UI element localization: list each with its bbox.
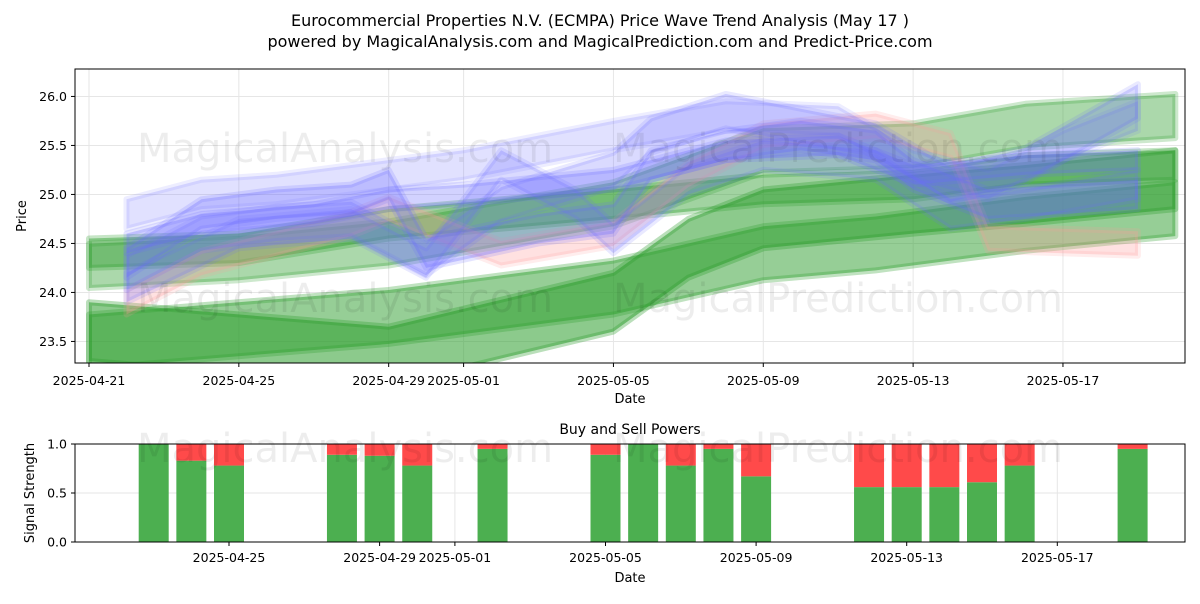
signal-y-tick-label: 1.0 bbox=[47, 437, 67, 452]
watermark-prediction-2: MagicalPrediction.com bbox=[613, 276, 1063, 322]
buy-bar bbox=[590, 454, 621, 542]
signal-x-tick-label: 2025-05-09 bbox=[720, 550, 793, 565]
price-y-tick-label: 25.5 bbox=[39, 138, 67, 153]
price-x-tick-label: 2025-04-25 bbox=[203, 373, 276, 388]
buy-bar bbox=[741, 476, 772, 542]
sell-bar bbox=[364, 444, 395, 456]
buy-bar bbox=[477, 448, 508, 542]
buy-bar bbox=[214, 465, 244, 542]
buy-bar bbox=[891, 487, 922, 542]
price-x-axis-label: Date bbox=[614, 392, 645, 407]
buy-bar bbox=[1004, 465, 1035, 542]
signal-x-tick-label: 2025-05-17 bbox=[1021, 550, 1094, 565]
price-band-red-4 bbox=[123, 110, 1141, 318]
signal-x-tick-label: 2025-05-05 bbox=[569, 550, 642, 565]
price-axes: 2025-04-21 2025-04-25 2025-04-29 2025-05-01… bbox=[39, 89, 1099, 388]
buy-bar bbox=[138, 444, 169, 542]
price-plot-frame bbox=[74, 68, 1186, 364]
watermark-analysis-2: MagicalAnalysis.com bbox=[137, 276, 553, 322]
price-y-tick-label: 23.5 bbox=[39, 334, 67, 349]
price-x-tick-label: 2025-04-29 bbox=[352, 373, 425, 388]
sell-bar bbox=[214, 444, 244, 466]
buy-bar bbox=[402, 465, 433, 542]
price-band-green-1 bbox=[86, 147, 1179, 363]
price-band-blue-9 bbox=[123, 132, 1141, 257]
signal-x-axis-label: Date bbox=[614, 571, 645, 586]
price-grid bbox=[75, 69, 1185, 363]
sell-bar bbox=[854, 444, 885, 488]
sell-bar bbox=[741, 444, 772, 477]
sell-bar bbox=[176, 444, 207, 461]
sell-bar bbox=[1117, 444, 1148, 449]
price-band-blue-6 bbox=[123, 81, 1141, 293]
price-y-axis-label: Price bbox=[15, 200, 30, 232]
buy-bar bbox=[929, 487, 960, 542]
watermark-prediction: MagicalPrediction.com bbox=[613, 126, 1063, 172]
price-band-blue-5 bbox=[123, 117, 1141, 281]
price-x-tick-label: 2025-05-09 bbox=[727, 373, 800, 388]
buy-bar bbox=[176, 460, 207, 542]
signal-x-tick-label: 2025-05-13 bbox=[870, 550, 943, 565]
buy-bar bbox=[1117, 448, 1148, 542]
price-x-tick-label: 2025-05-01 bbox=[427, 373, 500, 388]
price-x-tick-label: 2025-04-21 bbox=[53, 373, 126, 388]
sell-bar bbox=[402, 444, 433, 466]
chart-title-line1: Eurocommercial Properties N.V. (ECMPA) P… bbox=[291, 11, 909, 30]
watermark-analysis: MagicalAnalysis.com bbox=[137, 126, 553, 172]
signal-x-tick-label: 2025-05-01 bbox=[419, 550, 492, 565]
signal-x-tick-label: 2025-04-29 bbox=[343, 550, 416, 565]
buy-bar bbox=[703, 448, 734, 542]
signal-bars bbox=[138, 444, 1148, 542]
sell-bar bbox=[326, 444, 357, 455]
signal-chart-title: Buy and Sell Powers bbox=[559, 422, 700, 438]
price-x-tick-label: 2025-05-17 bbox=[1027, 373, 1100, 388]
signal-axes: 2025-04-25 2025-04-29 2025-05-01 2025-05-05… bbox=[47, 437, 1094, 566]
buy-bar bbox=[967, 482, 997, 542]
signal-y-tick-label: 0.0 bbox=[47, 535, 67, 550]
signal-watermarks: MagicalAnalysis.com MagicalPrediction.co… bbox=[137, 426, 1063, 472]
price-y-tick-label: 24.5 bbox=[39, 236, 67, 251]
price-y-tick-label: 26.0 bbox=[39, 89, 67, 104]
price-band-green-2 bbox=[86, 91, 1179, 291]
buy-bar bbox=[628, 444, 659, 542]
chart-title-line2: powered by MagicalAnalysis.com and Magic… bbox=[267, 32, 932, 51]
sell-bar bbox=[1004, 444, 1035, 466]
sell-bar bbox=[590, 444, 621, 455]
buy-bar bbox=[665, 465, 696, 542]
price-y-tick-label: 24.0 bbox=[39, 285, 67, 300]
buy-bar bbox=[364, 455, 395, 542]
price-x-tick-label: 2025-05-13 bbox=[877, 373, 950, 388]
buy-bar bbox=[326, 454, 357, 542]
signal-y-tick-label: 0.5 bbox=[47, 486, 67, 501]
price-band-blue-7 bbox=[123, 98, 1141, 232]
signal-y-axis-label: Signal Strength bbox=[23, 443, 38, 543]
watermark-prediction-3: MagicalPrediction.com bbox=[613, 426, 1063, 472]
sell-bar bbox=[665, 444, 696, 466]
price-band-blue-8 bbox=[123, 137, 1141, 306]
price-y-tick-label: 25.0 bbox=[39, 187, 67, 202]
sell-bar bbox=[477, 444, 508, 449]
sell-bar bbox=[967, 444, 997, 483]
price-watermarks: MagicalAnalysis.com MagicalPrediction.co… bbox=[137, 126, 1063, 322]
sell-bar bbox=[891, 444, 922, 488]
price-x-tick-label: 2025-05-05 bbox=[577, 373, 650, 388]
price-bands bbox=[86, 81, 1179, 363]
sell-bar bbox=[929, 444, 960, 488]
buy-bar bbox=[854, 487, 885, 542]
watermark-analysis-3: MagicalAnalysis.com bbox=[137, 426, 553, 472]
price-band-green-3 bbox=[86, 147, 1179, 271]
sell-bar bbox=[703, 444, 734, 449]
signal-x-tick-label: 2025-04-25 bbox=[193, 550, 266, 565]
